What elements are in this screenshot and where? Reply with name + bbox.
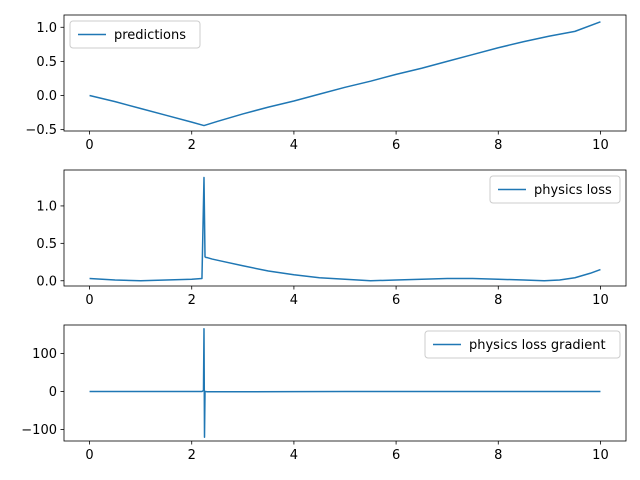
x-tick-label: 6 [392,448,400,463]
axes-frame [63,169,627,287]
legend: predictions [69,20,201,49]
x-tick-label: 10 [592,448,609,463]
y-tick-label: 0 [49,385,57,400]
subplot-2: 0 2 4 6 8 10 0.0 0.5 1.0 physics loss [36,169,627,308]
legend: physics loss gradient [424,330,621,359]
x-tick-label: 8 [494,448,502,463]
y-tick-label: 0.0 [36,89,57,104]
series-line-predictions [89,21,601,127]
legend-box [489,175,621,204]
legend-label: physics loss [534,183,612,198]
x-tick-label: 8 [494,138,502,153]
y-tick-label: 1.0 [36,21,57,36]
x-tick-label: 4 [290,138,298,153]
legend-box [69,20,201,49]
subplot-3: 0 2 4 6 8 10 −100 0 100 physics loss gradient [21,324,627,463]
y-tick-label: −0.5 [25,123,57,138]
x-tick-label: 0 [85,448,93,463]
x-tick-label: 4 [290,448,298,463]
x-tick-label: 0 [85,138,93,153]
x-tick-label: 6 [392,293,400,308]
legend-box [424,330,621,359]
x-tick-label: 2 [188,448,196,463]
x-tick-label: 10 [592,138,609,153]
x-tick-label: 10 [592,293,609,308]
axes-frame [63,14,627,132]
legend-label: predictions [114,28,186,43]
x-tick-label: 2 [188,293,196,308]
series-line-physics-loss [89,176,601,282]
x-tick-label: 0 [85,293,93,308]
y-tick-label: 0.5 [36,237,57,252]
y-tick-label: 0.0 [36,274,57,289]
subplot-1: 0 2 4 6 8 10 −0.5 0.0 0.5 1.0 predictions [25,14,627,153]
y-tick-label: 0.5 [36,55,57,70]
y-tick-label: 1.0 [36,199,57,214]
legend-label: physics loss gradient [469,338,606,353]
legend: physics loss [489,175,621,204]
y-tick-label: 100 [32,347,57,362]
series-line-physics-loss-gradient [89,328,601,438]
x-tick-label: 4 [290,293,298,308]
y-tick-label: −100 [21,423,57,438]
axes-frame [63,324,627,442]
x-tick-label: 8 [494,293,502,308]
x-tick-label: 2 [188,138,196,153]
x-tick-label: 6 [392,138,400,153]
